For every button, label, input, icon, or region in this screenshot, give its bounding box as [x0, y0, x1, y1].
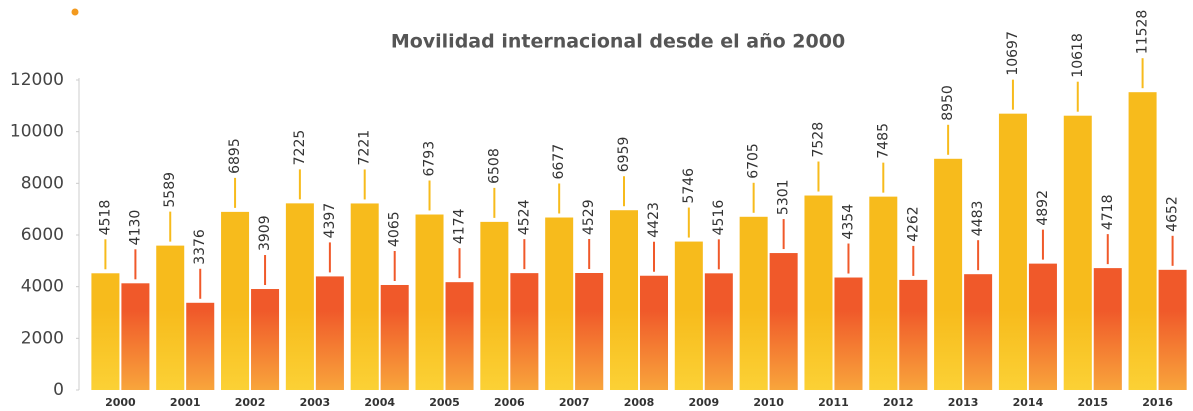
value-label: 7225 [292, 130, 308, 166]
value-label: 6508 [486, 148, 502, 184]
x-tick-label: 2002 [235, 396, 266, 409]
texture [869, 310, 898, 390]
value-label: 4516 [711, 200, 727, 236]
texture [415, 310, 444, 390]
texture [998, 310, 1027, 390]
value-label: 6793 [422, 141, 438, 177]
x-tick-label: 2003 [300, 396, 331, 409]
x-tick-label: 2009 [689, 396, 720, 409]
texture [380, 310, 409, 390]
x-tick-label: 2014 [1013, 396, 1044, 409]
value-label: 10697 [1005, 31, 1021, 76]
texture [739, 310, 768, 390]
value-label: 4718 [1100, 194, 1116, 230]
value-label: 4892 [1035, 190, 1051, 226]
x-tick-label: 2004 [364, 396, 395, 409]
value-label: 4262 [905, 206, 921, 242]
texture [964, 310, 993, 390]
value-label: 5301 [776, 179, 792, 215]
value-label: 4065 [387, 211, 403, 247]
texture [156, 310, 185, 390]
value-label: 6959 [616, 137, 632, 173]
texture [1028, 310, 1057, 390]
texture [1128, 310, 1157, 390]
y-tick-label: 6000 [21, 225, 64, 245]
x-tick-label: 2000 [105, 396, 136, 409]
value-label: 4423 [646, 202, 662, 238]
texture [934, 310, 963, 390]
x-tick-label: 2006 [494, 396, 525, 409]
texture [804, 310, 833, 390]
value-label: 6677 [551, 144, 567, 180]
texture [121, 310, 150, 390]
texture [480, 310, 509, 390]
value-label: 4354 [840, 204, 856, 240]
texture [350, 310, 379, 390]
texture [610, 310, 638, 390]
y-tick-label: 0 [53, 380, 64, 400]
texture [1063, 310, 1092, 390]
texture [91, 310, 120, 390]
value-label: 7221 [357, 130, 373, 166]
x-tick-label: 2013 [948, 396, 979, 409]
value-label: 4652 [1165, 196, 1181, 232]
texture [315, 310, 344, 390]
x-tick-label: 2008 [624, 396, 655, 409]
texture [251, 310, 280, 390]
value-label: 7485 [875, 123, 891, 159]
value-label: 6705 [746, 143, 762, 179]
y-tick-label: 10000 [10, 122, 64, 142]
texture [674, 310, 703, 390]
texture [834, 310, 863, 390]
value-label: 4174 [452, 208, 468, 244]
texture [704, 310, 733, 390]
value-label: 7528 [810, 122, 826, 158]
x-tick-label: 2005 [429, 396, 460, 409]
texture [769, 310, 798, 390]
texture [1158, 310, 1187, 390]
y-tick-label: 4000 [21, 277, 64, 297]
texture [445, 310, 474, 390]
value-label: 4397 [322, 203, 338, 239]
texture [186, 310, 215, 390]
x-tick-label: 2007 [559, 396, 590, 409]
value-label: 3909 [257, 215, 273, 251]
value-label: 5746 [681, 168, 697, 204]
value-label: 5589 [162, 172, 178, 208]
value-label: 11528 [1135, 10, 1151, 55]
y-tick-label: 8000 [21, 173, 64, 193]
x-tick-label: 2015 [1077, 396, 1108, 409]
texture [1093, 310, 1122, 390]
x-tick-label: 2012 [883, 396, 914, 409]
texture [545, 310, 574, 390]
chart-title: Movilidad internacional desde el año 200… [391, 31, 845, 53]
value-label: 8950 [940, 85, 956, 121]
value-label: 3376 [192, 229, 208, 265]
texture [221, 310, 250, 390]
dot [71, 8, 79, 16]
texture [899, 310, 928, 390]
value-label: 4529 [581, 199, 597, 235]
texture [640, 310, 668, 390]
texture [510, 310, 539, 390]
x-tick-label: 2010 [753, 396, 784, 409]
y-tick-label: 2000 [21, 328, 64, 348]
value-label: 4524 [516, 199, 532, 235]
x-tick-label: 2016 [1142, 396, 1173, 409]
x-tick-label: 2001 [170, 396, 201, 409]
value-label: 6895 [227, 138, 243, 174]
value-label: 4130 [127, 210, 143, 246]
value-label: 4518 [97, 200, 113, 236]
texture [285, 310, 314, 390]
texture [575, 310, 604, 390]
value-label: 10618 [1070, 33, 1086, 78]
y-tick-label: 12000 [10, 70, 64, 90]
value-label: 4483 [970, 201, 986, 237]
x-tick-label: 2011 [818, 396, 849, 409]
